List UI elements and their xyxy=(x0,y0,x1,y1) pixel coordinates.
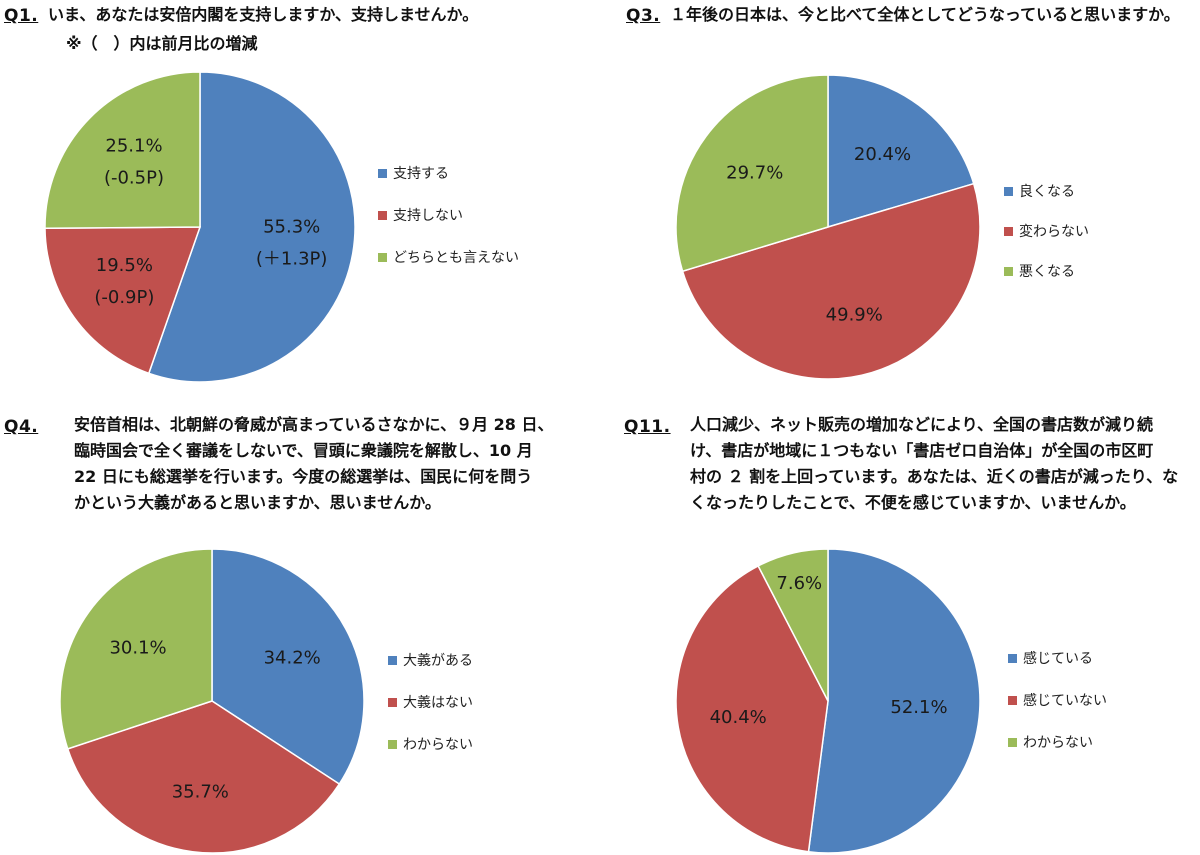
pie-slice xyxy=(827,74,975,229)
question-text-line: 臨時国会で全く審議をしないで、冒頭に衆議院を解散し、10 月 xyxy=(74,441,533,460)
pie-chart: 55.3% (＋1.3P) 19.5% (-0.9P) 25.1% (-0.5P) 支持する… xyxy=(44,71,519,383)
data-label: 19.5% xyxy=(96,255,153,276)
legend-swatch xyxy=(388,740,397,749)
legend-label: わからない xyxy=(403,737,473,753)
legend-label: 悪くなる xyxy=(1019,264,1075,280)
data-label: 20.4% xyxy=(854,144,911,165)
data-label: 29.7% xyxy=(726,163,783,184)
question-label: Q3. xyxy=(626,6,661,26)
data-sublabel: (-0.5P) xyxy=(104,167,164,188)
legend-label: どちらとも言えない xyxy=(393,250,519,266)
legend-label: 大義はない xyxy=(403,694,473,711)
question-text-line: 村の ２ 割を上回っています。あなたは、近くの書店が減ったり、な xyxy=(690,467,1179,486)
legend-swatch xyxy=(1004,227,1013,236)
pie-slice xyxy=(44,226,202,375)
pie-slice xyxy=(681,182,981,380)
question-note: ※（ ）内は前月比の増減 xyxy=(66,34,258,53)
question-text-line: 安倍首相は、北朝鮮の脅威が高まっているさなかに、９月 28 日、 xyxy=(74,415,554,434)
question-text-line: くなったりしたことで、不便を感じていますか、いませんか。 xyxy=(690,493,1136,512)
data-label: 52.1% xyxy=(890,697,947,718)
panel-q11: Q11. 人口減少、ネット販売の増加などにより、全国の書店数が減り続 け、書店が… xyxy=(600,395,1200,855)
panel-q3: Q3. １年後の日本は、今と比べて全体としてどうなっていると思いますか。 20.… xyxy=(600,0,1200,395)
legend-swatch xyxy=(378,211,387,220)
legend-swatch xyxy=(1008,738,1017,747)
question-label: Q4. xyxy=(4,417,39,437)
legend-label: 変わらない xyxy=(1019,223,1089,240)
legend-swatch xyxy=(1008,654,1017,663)
question-text: いま、あなたは安倍内閣を支持しますか、支持しませんか。 xyxy=(48,5,479,24)
data-label: 40.4% xyxy=(710,707,767,728)
legend-label: 良くなる xyxy=(1019,184,1075,200)
legend-label: 支持する xyxy=(393,166,449,182)
legend-label: 大義がある xyxy=(403,652,473,669)
legend-swatch xyxy=(1008,696,1017,705)
data-label: 34.2% xyxy=(264,648,321,669)
legend-swatch xyxy=(388,656,397,665)
legend-label: わからない xyxy=(1023,735,1093,751)
data-sublabel: (-0.9P) xyxy=(94,287,154,308)
legend-swatch xyxy=(1004,267,1013,276)
question-text-line: け、書店が地域に１つもない「書店ゼロ自治体」が全国の市区町 xyxy=(690,441,1154,460)
pie-slice xyxy=(675,74,829,273)
data-label: 35.7% xyxy=(172,781,229,802)
data-label: 30.1% xyxy=(109,638,166,659)
question-text-line: かという大義があると思いますか、思いませんか。 xyxy=(74,493,441,512)
data-sublabel: (＋1.3P) xyxy=(256,249,328,270)
data-label: 25.1% xyxy=(105,135,162,156)
panel-q1: Q1. いま、あなたは安倍内閣を支持しますか、支持しませんか。 ※（ ）内は前月… xyxy=(0,0,600,395)
legend-label: 感じていない xyxy=(1023,692,1107,709)
legend-swatch xyxy=(388,698,397,707)
panel-q4: Q4. 安倍首相は、北朝鮮の脅威が高まっているさなかに、９月 28 日、 臨時国… xyxy=(0,395,600,855)
question-label: Q1. xyxy=(4,6,39,26)
pie-slice xyxy=(807,548,981,854)
pie-slice xyxy=(44,71,201,229)
legend-swatch xyxy=(1004,187,1013,196)
pie-slice xyxy=(66,700,341,854)
question-text: １年後の日本は、今と比べて全体としてどうなっていると思いますか。 xyxy=(670,5,1180,24)
question-text-line: 22 日にも総選挙を行います。今度の総選挙は、国民に何を問う xyxy=(74,467,533,486)
legend-label: 支持しない xyxy=(393,208,463,224)
question-label: Q11. xyxy=(624,417,671,437)
data-label: 49.9% xyxy=(826,304,883,325)
pie-slice xyxy=(59,548,213,750)
pie-slice xyxy=(757,548,829,702)
pie-slice xyxy=(675,564,829,853)
legend-swatch xyxy=(378,169,387,178)
data-label: 7.6% xyxy=(776,573,822,594)
legend-swatch xyxy=(378,253,387,262)
legend-label: 感じている xyxy=(1023,650,1093,667)
question-text-line: 人口減少、ネット販売の増加などにより、全国の書店数が減り続 xyxy=(690,415,1154,434)
data-label: 55.3% xyxy=(263,217,320,238)
